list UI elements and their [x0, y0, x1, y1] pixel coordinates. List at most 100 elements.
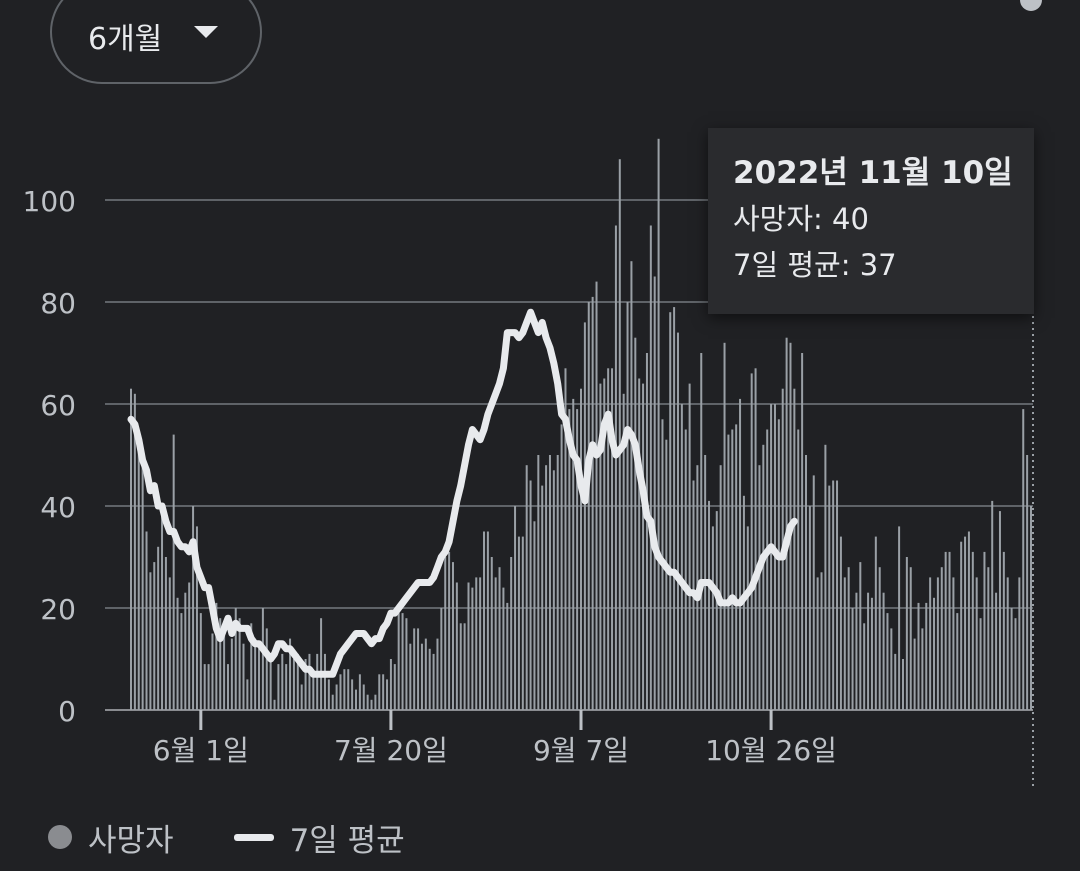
- bar: [843, 577, 846, 710]
- bar: [281, 653, 284, 710]
- bar: [801, 353, 804, 710]
- bar: [905, 557, 908, 710]
- bar: [246, 679, 249, 710]
- bar: [506, 602, 509, 710]
- bar: [494, 577, 497, 710]
- bar: [936, 577, 939, 710]
- hover-dot: [1020, 0, 1042, 11]
- bar: [448, 551, 451, 710]
- tooltip-deaths-label: 사망자: [733, 202, 814, 236]
- bar: [223, 633, 226, 710]
- bar: [168, 577, 171, 710]
- bar: [420, 643, 423, 710]
- bar: [327, 679, 330, 710]
- bar: [618, 159, 621, 710]
- bar: [944, 551, 947, 710]
- bar: [331, 694, 334, 710]
- bar: [339, 674, 342, 710]
- bar: [320, 618, 323, 710]
- bar: [715, 511, 718, 710]
- bar: [269, 653, 272, 710]
- bar: [952, 577, 955, 710]
- bar: [161, 516, 164, 710]
- y-tick-label: 100: [23, 185, 76, 218]
- bar: [1018, 577, 1021, 710]
- average-line-group: [127, 308, 798, 678]
- bar: [890, 628, 893, 710]
- bar: [630, 261, 633, 710]
- caret-down-icon[interactable]: [194, 26, 218, 38]
- tooltip-deaths: 사망자: 40: [733, 202, 869, 236]
- bar: [995, 592, 998, 710]
- bar: [541, 485, 544, 710]
- bar: [870, 597, 873, 710]
- bar: [960, 541, 963, 710]
- bar: [413, 628, 416, 710]
- bar: [378, 674, 381, 710]
- bar: [979, 618, 982, 710]
- bar: [735, 424, 738, 710]
- y-tick-label: 60: [40, 389, 76, 422]
- range-selector-label[interactable]: 6개월: [88, 22, 163, 57]
- bar: [925, 602, 928, 710]
- bar: [766, 429, 769, 710]
- bar: [149, 572, 152, 710]
- deaths-chart[interactable]: 0 20 40 60 80 100 6월 1일 7월 20일 9월 7일 10월 26일: [0, 0, 1080, 800]
- bar: [836, 480, 839, 710]
- bar: [230, 638, 233, 710]
- bar: [812, 475, 815, 710]
- legend-bar-label: 사망자: [88, 822, 174, 859]
- bar: [258, 648, 261, 710]
- bar: [898, 526, 901, 710]
- bar: [273, 699, 276, 710]
- bar: [552, 470, 555, 710]
- bar: [397, 613, 400, 710]
- bar: [211, 633, 214, 710]
- bar: [479, 577, 482, 710]
- bar: [157, 546, 160, 710]
- bar: [614, 225, 617, 710]
- bar: [370, 699, 373, 710]
- bar: [832, 480, 835, 710]
- bar: [901, 659, 904, 710]
- bar: [556, 455, 559, 710]
- bar: [502, 587, 505, 710]
- bar: [254, 643, 257, 710]
- bar: [909, 567, 912, 710]
- bar: [560, 424, 563, 710]
- bar: [847, 567, 850, 710]
- bar: [304, 659, 307, 710]
- x-axis: 6월 1일 7월 20일 9월 7일 10월 26일: [153, 710, 837, 767]
- bar: [130, 388, 132, 710]
- bar: [878, 567, 881, 710]
- range-selector[interactable]: [50, 0, 262, 84]
- bar: [277, 664, 280, 710]
- bar: [261, 608, 264, 710]
- bar: [913, 638, 916, 710]
- bar: [436, 638, 439, 710]
- bar: [987, 567, 990, 710]
- bar: [386, 679, 389, 710]
- bar: [145, 531, 148, 710]
- tooltip-date: 2022년 11월 10일: [733, 155, 1013, 191]
- bar: [250, 623, 253, 710]
- bar: [886, 613, 889, 710]
- bar: [296, 653, 299, 710]
- bar: [971, 551, 974, 710]
- bar: [642, 383, 645, 710]
- bar: [653, 276, 656, 710]
- bar: [424, 638, 427, 710]
- bar: [611, 368, 614, 710]
- bar: [533, 521, 536, 710]
- bar: [1010, 608, 1013, 710]
- bar: [785, 337, 788, 710]
- bar: [688, 383, 691, 710]
- bar: [568, 409, 571, 710]
- bar: [483, 531, 486, 710]
- bar: [731, 429, 734, 710]
- y-tick-label: 0: [58, 695, 76, 728]
- bar: [839, 536, 842, 710]
- bar: [762, 444, 765, 710]
- bar: [673, 307, 676, 710]
- bar: [219, 618, 222, 710]
